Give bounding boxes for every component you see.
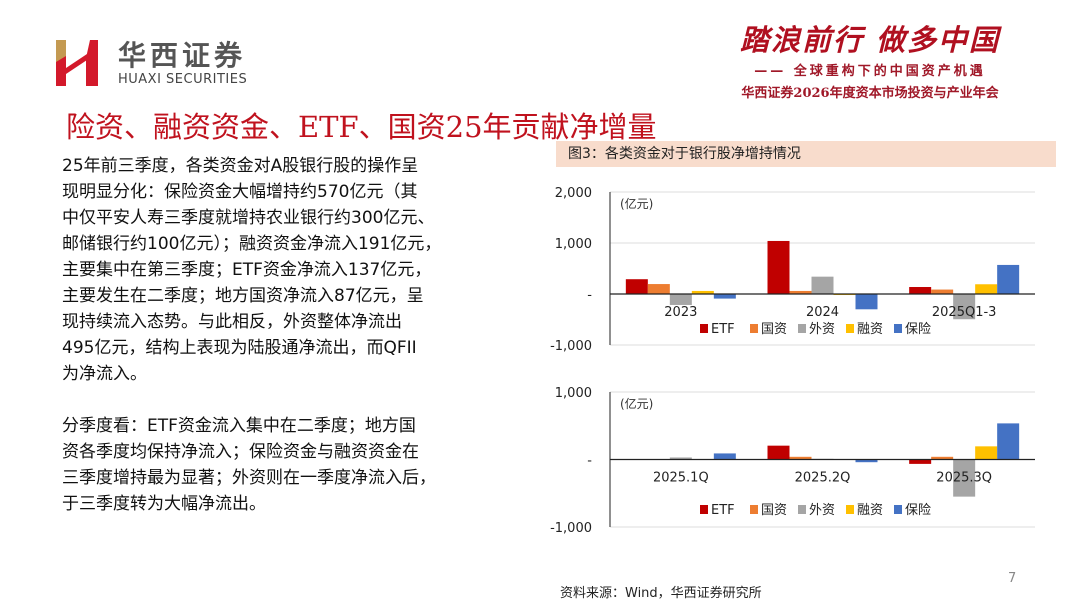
figure-title: 图3：各类资金对于银行股净增持情况 — [556, 141, 1056, 167]
unit-label: (亿元) — [620, 396, 653, 411]
x-tick-label: 2025Q1-3 — [932, 305, 997, 320]
body-line: 三季度增持最为显著；外资则在一季度净流入后， — [62, 468, 436, 488]
chart-quarterly-net-increase: 1,000 - -1,000 (亿元) 2025.1Q 2025.2Q 2025.3Q ETF… — [550, 386, 1035, 536]
bar-外资 — [953, 459, 976, 497]
bar-国资 — [789, 290, 812, 294]
body-text: 25年前三季度，各类资金对A股银行股的操作呈 现明显分化：保险资金大幅增持约570… — [62, 153, 532, 517]
legend-label: 国资 — [761, 503, 787, 518]
legend-swatch-保险 — [894, 324, 902, 333]
y-tick-label: - — [587, 454, 592, 469]
logo-english-name: HUAXI SECURITIES — [118, 71, 248, 87]
y-tick-label: -1,000 — [550, 339, 592, 354]
bar-ETF — [767, 445, 790, 460]
body-line: 现明显分化：保险资金大幅增持约570亿元（其 — [62, 182, 418, 202]
legend-label: 外资 — [809, 322, 835, 337]
bar-国资 — [931, 289, 954, 294]
legend-swatch-融资 — [846, 324, 854, 333]
body-line: 中仅平安人寿三季度就增持农业银行约300亿元、 — [62, 208, 435, 228]
y-tick-label: -1,000 — [550, 521, 592, 536]
y-tick-label: 2,000 — [555, 186, 592, 201]
bar-保险 — [997, 264, 1020, 294]
slogan-subtitle: —— 全球重构下的中国资产机遇 — [754, 64, 986, 79]
body-line: 主要集中在第三季度；ETF资金净流入137亿元， — [62, 260, 432, 280]
legend-swatch-保险 — [894, 505, 902, 514]
legend-label: 融资 — [857, 322, 883, 337]
body-line: 25年前三季度，各类资金对A股银行股的操作呈 — [62, 156, 419, 176]
legend-swatch-国资 — [750, 324, 758, 333]
y-tick-label: 1,000 — [555, 386, 592, 401]
bar-融资 — [975, 284, 998, 294]
legend-label: 外资 — [809, 503, 835, 518]
legend-label: 保险 — [905, 322, 931, 337]
legend-swatch-外资 — [798, 324, 806, 333]
bar-ETF — [767, 240, 790, 294]
unit-label: (亿元) — [620, 196, 653, 211]
legend-label: ETF — [711, 503, 735, 518]
conference-name: 华西证券2026年度资本市场投资与产业年会 — [741, 86, 999, 101]
body-line: 主要发生在二季度；地方国资净流入87亿元，呈 — [62, 286, 424, 306]
legend-swatch-ETF — [700, 505, 708, 514]
legend-label: 保险 — [905, 503, 931, 518]
slide-title: 险资、融资资金、ETF、国资25年贡献净增量 — [66, 110, 657, 144]
data-source: 资料来源：Wind，华西证券研究所 — [560, 586, 762, 601]
bar-外资 — [669, 294, 692, 305]
x-tick-label: 2024 — [806, 305, 839, 320]
x-tick-label: 2025.1Q — [653, 471, 709, 486]
legend-label: ETF — [711, 322, 735, 337]
bar-保险 — [855, 294, 878, 310]
slogan-main: 踏浪前行 做多中国 — [739, 23, 1001, 57]
body-line: 分季度看：ETF资金流入集中在二季度；地方国 — [62, 416, 416, 436]
conference-slogan: 踏浪前行 做多中国 —— 全球重构下的中国资产机遇 华西证券2026年度资本市场… — [710, 22, 1030, 101]
bar-保险 — [997, 423, 1020, 460]
paragraph-1: 25年前三季度，各类资金对A股银行股的操作呈 现明显分化：保险资金大幅增持约570… — [62, 153, 532, 387]
legend-swatch-融资 — [846, 505, 854, 514]
body-line: 于三季度转为大幅净流出。 — [62, 494, 266, 514]
y-tick-label: 1,000 — [555, 237, 592, 252]
x-tick-label: 2025.3Q — [936, 471, 992, 486]
bar-外资 — [953, 294, 976, 320]
huaxi-logo-mark-icon — [56, 40, 98, 86]
x-tick-label: 2023 — [664, 305, 697, 320]
bar-ETF — [625, 279, 648, 294]
page-number: 7 — [1008, 571, 1017, 586]
legend-swatch-国资 — [750, 505, 758, 514]
bar-融资 — [975, 446, 998, 460]
bar-ETF — [909, 287, 932, 294]
x-tick-label: 2025.2Q — [795, 471, 851, 486]
bar-国资 — [647, 284, 670, 294]
legend-swatch-ETF — [700, 324, 708, 333]
bar-保险 — [855, 459, 878, 463]
bar-融资 — [691, 290, 714, 294]
bar-外资 — [669, 457, 692, 460]
bar-ETF — [909, 459, 932, 464]
legend-label: 融资 — [857, 503, 883, 518]
paragraph-2: 分季度看：ETF资金流入集中在二季度；地方国 资各季度均保持净流入；保险资金与融资… — [62, 413, 532, 517]
body-line: 邮储银行约100亿元）；融资资金净流入191亿元， — [62, 234, 442, 254]
chart-annual-net-increase: 2,000 1,000 - -1,000 (亿元) 2023 2024 2025Q1-3 ETF… — [550, 186, 1035, 354]
body-line: 为净流入。 — [62, 364, 147, 384]
body-line: 495亿元，结构上表现为陆股通净流出，而QFII — [62, 338, 417, 358]
bar-保险 — [713, 294, 736, 299]
body-line: 现持续流入态势。与此相反，外资整体净流出 — [62, 312, 402, 332]
y-tick-label: - — [587, 288, 592, 303]
body-line: 资各季度均保持净流入；保险资金与融资资金在 — [62, 442, 419, 462]
logo-chinese-name: 华西证券 — [118, 38, 247, 72]
bar-国资 — [789, 456, 812, 460]
bar-保险 — [713, 453, 736, 460]
bar-外资 — [811, 276, 834, 294]
company-logo: 华西证券 HUAXI SECURITIES — [54, 38, 247, 88]
bar-国资 — [931, 456, 954, 460]
legend-label: 国资 — [761, 322, 787, 337]
legend-swatch-外资 — [798, 505, 806, 514]
